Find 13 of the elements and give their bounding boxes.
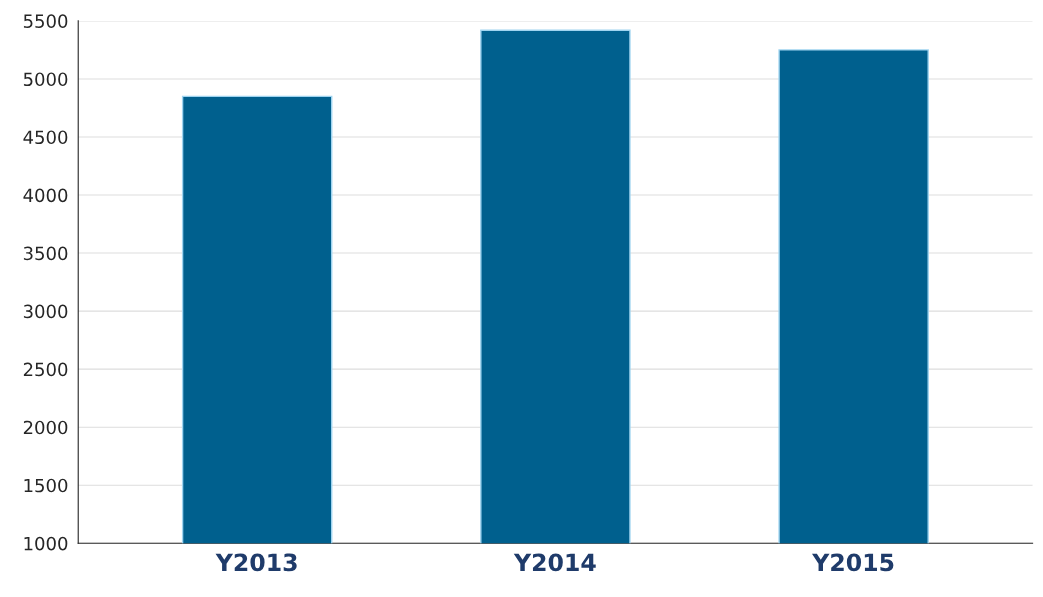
x-tick-label: Y2013 — [215, 553, 297, 572]
y-tick-label: 2000 — [23, 420, 68, 435]
y-tick-label: 5000 — [23, 72, 68, 87]
y-tick-label: 1000 — [24, 536, 68, 551]
y-tick-label: 2500 — [23, 362, 68, 377]
y-tick-label: 4500 — [23, 130, 68, 145]
y-tick-label: 3500 — [23, 246, 68, 261]
y-tick-label: 3000 — [23, 304, 68, 319]
y-tick-label: 5500 — [23, 14, 68, 29]
y-tick-label: 1500 — [24, 478, 68, 493]
x-tick-label: Y2015 — [811, 553, 894, 572]
y-tick-label: 4000 — [23, 188, 68, 203]
x-tick-label: Y2014 — [513, 553, 596, 572]
